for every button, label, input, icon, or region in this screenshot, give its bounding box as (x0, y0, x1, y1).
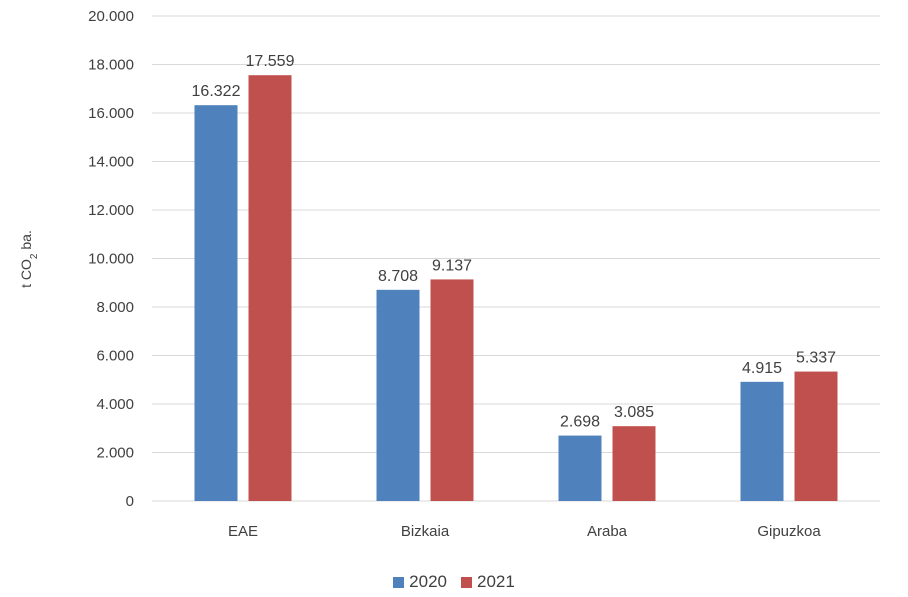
x-tick-label: EAE (228, 523, 258, 540)
y-tick-label: 2.000 (96, 445, 134, 462)
data-label: 5.337 (796, 350, 836, 367)
y-tick-label: 20.000 (88, 8, 134, 25)
legend-item-2020: 2020 (393, 572, 447, 592)
bar (194, 105, 238, 501)
legend-label: 2020 (409, 572, 447, 591)
bar (740, 381, 784, 501)
y-axis-ticks: 0 2.000 4.000 6.000 8.000 10.000 12.000 14.000 1… (88, 8, 134, 510)
y-tick-label: 14.000 (88, 154, 134, 171)
bar (248, 75, 292, 502)
x-tick-label: Bizkaia (401, 523, 450, 540)
y-axis-label: t CO2 ba. (18, 230, 40, 288)
y-tick-label: 0 (126, 493, 134, 510)
legend-label: 2021 (477, 572, 515, 591)
y-tick-label: 6.000 (96, 348, 134, 365)
data-labels: 16.322 17.559 8.708 9.137 2.698 3.085 4.915 5.3… (192, 53, 837, 430)
x-axis-ticks: EAE Bizkaia Araba Gipuzkoa (228, 523, 821, 540)
legend-swatch (393, 576, 405, 588)
bar (430, 279, 474, 501)
data-label: 4.915 (742, 360, 782, 377)
data-label: 17.559 (246, 53, 295, 70)
data-label: 16.322 (192, 83, 241, 100)
x-tick-label: Araba (587, 523, 628, 540)
y-tick-label: 16.000 (88, 105, 134, 122)
bar (794, 371, 838, 501)
data-label: 8.708 (378, 268, 418, 285)
data-label: 2.698 (560, 414, 600, 431)
bar-chart: 0 2.000 4.000 6.000 8.000 10.000 12.000 14.000 1… (18, 8, 880, 540)
bar (376, 289, 420, 501)
bars (194, 75, 838, 502)
y-tick-label: 8.000 (96, 299, 134, 316)
y-tick-label: 12.000 (88, 202, 134, 219)
bar (558, 435, 602, 501)
legend-item-2021: 2021 (461, 572, 515, 592)
y-tick-label: 18.000 (88, 57, 134, 74)
y-tick-label: 10.000 (88, 251, 134, 268)
legend: 2020 2021 (0, 572, 908, 592)
x-tick-label: Gipuzkoa (757, 523, 821, 540)
bar (612, 426, 656, 501)
data-label: 3.085 (614, 404, 654, 421)
legend-swatch (461, 576, 472, 588)
y-axis-label-subscript: 2 (29, 253, 40, 259)
data-label: 9.137 (432, 257, 472, 274)
y-tick-label: 4.000 (96, 396, 134, 413)
